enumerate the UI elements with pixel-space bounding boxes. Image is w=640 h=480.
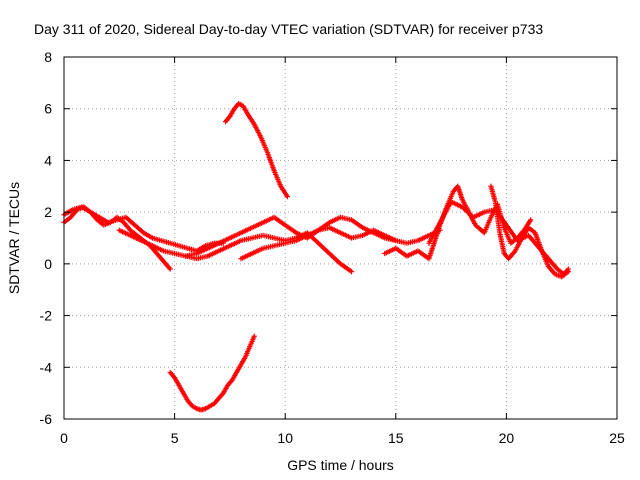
x-tick-label: 10 [277, 430, 293, 446]
y-tick-label: 2 [44, 204, 52, 220]
x-tick-label: 5 [171, 430, 179, 446]
series-track-h [488, 183, 571, 280]
data-point [565, 269, 571, 275]
data-point [284, 194, 291, 200]
data-point [348, 269, 355, 275]
series-track-f [382, 183, 534, 262]
data-point [251, 333, 257, 339]
data-point [167, 266, 173, 272]
series-arc-lower [167, 333, 257, 413]
x-axis-label: GPS time / hours [287, 457, 394, 473]
x-tick-label: 20 [499, 430, 515, 446]
x-tick-label: 15 [388, 430, 404, 446]
axis-ticks: 0 5 10 15 20 25 -6 -4 -2 0 2 4 6 8 [40, 49, 625, 446]
x-tick-label: 0 [60, 430, 68, 446]
plot-frame [63, 56, 618, 420]
y-tick-label: -2 [40, 308, 53, 324]
y-tick-label: 4 [44, 152, 52, 168]
series-arc-upper [222, 100, 291, 200]
y-tick-label: 0 [44, 256, 52, 272]
series-track-b [61, 204, 226, 254]
y-tick-label: 6 [44, 101, 52, 117]
y-tick-label: -4 [40, 359, 53, 375]
grid [64, 57, 617, 419]
chart-title: Day 311 of 2020, Sidereal Day-to-day VTE… [34, 21, 543, 37]
y-tick-label: 8 [44, 49, 52, 65]
x-tick-label: 25 [609, 430, 625, 446]
data-marks [61, 100, 571, 413]
data-point [528, 217, 534, 223]
y-axis-label: SDTVAR / TECUs [6, 182, 22, 294]
y-tick-label: -6 [40, 411, 53, 427]
